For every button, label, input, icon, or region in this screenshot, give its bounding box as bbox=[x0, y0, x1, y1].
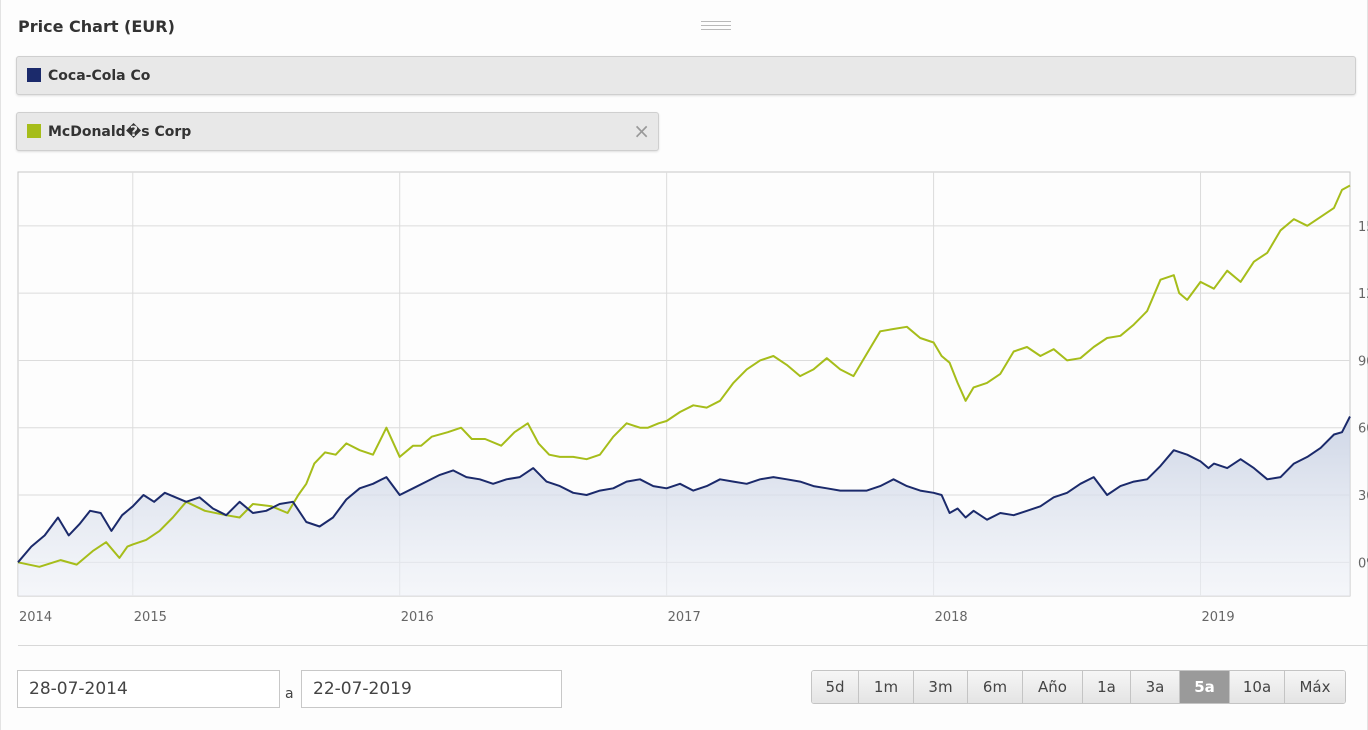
legend-label: McDonald�s Corp bbox=[48, 124, 192, 140]
series-area-1 bbox=[18, 416, 1350, 596]
y-tick-label: 0% bbox=[1358, 556, 1368, 571]
series-line-1 bbox=[17, 416, 1351, 563]
range-button-año[interactable]: Año bbox=[1023, 671, 1083, 703]
x-tick-label: 2017 bbox=[668, 610, 701, 625]
date-from-input[interactable] bbox=[17, 670, 280, 708]
chart-lines bbox=[17, 184, 1351, 568]
drag-handle-icon[interactable] bbox=[701, 21, 731, 32]
range-button-6m[interactable]: 6m bbox=[968, 671, 1023, 703]
y-tick-label: 150% bbox=[1358, 220, 1368, 235]
range-button-máx[interactable]: Máx bbox=[1285, 671, 1345, 703]
range-button-5d[interactable]: 5d bbox=[812, 671, 859, 703]
x-tick-label: 2018 bbox=[935, 610, 968, 625]
range-selector: 5d 1m 3m 6m Año 1a 3a 5a 10a Máx bbox=[811, 670, 1346, 704]
range-button-10a[interactable]: 10a bbox=[1230, 671, 1285, 703]
legend-label: Coca-Cola Co bbox=[48, 68, 151, 84]
series-color-swatch bbox=[27, 124, 41, 138]
range-button-1a[interactable]: 1a bbox=[1083, 671, 1131, 703]
date-range-separator: a bbox=[285, 686, 294, 702]
date-to-input[interactable] bbox=[301, 670, 562, 708]
divider bbox=[18, 645, 1368, 646]
legend-item-mcdonalds[interactable]: McDonald�s Corp × bbox=[16, 112, 659, 151]
chart-area-layer bbox=[18, 416, 1350, 596]
range-button-1m[interactable]: 1m bbox=[859, 671, 914, 703]
range-button-3m[interactable]: 3m bbox=[914, 671, 968, 703]
x-tick-label: 2019 bbox=[1202, 610, 1235, 625]
series-line-0 bbox=[17, 184, 1351, 568]
range-button-5a[interactable]: 5a bbox=[1180, 671, 1230, 703]
x-tick-label: 2016 bbox=[401, 610, 434, 625]
range-button-3a[interactable]: 3a bbox=[1131, 671, 1180, 703]
series-color-swatch bbox=[27, 68, 41, 82]
y-tick-label: 60% bbox=[1358, 422, 1368, 437]
legend-item-coca-cola[interactable]: Coca-Cola Co bbox=[16, 56, 1356, 95]
x-tick-label: 2014 bbox=[19, 610, 52, 625]
y-tick-label: 30% bbox=[1358, 489, 1368, 504]
close-icon[interactable]: × bbox=[633, 119, 650, 143]
y-tick-label: 120% bbox=[1358, 287, 1368, 302]
y-tick-label: 90% bbox=[1358, 354, 1368, 369]
chart-title: Price Chart (EUR) bbox=[18, 17, 175, 36]
chart-axes: 0% 30% 60% 90% 120% 150% 2014 2015 2016 2017 2018 2… bbox=[19, 220, 1368, 625]
x-tick-label: 2015 bbox=[134, 610, 167, 625]
price-chart: 0% 30% 60% 90% 120% 150% 2014 2015 2016 2017 2018 2… bbox=[17, 171, 1368, 625]
